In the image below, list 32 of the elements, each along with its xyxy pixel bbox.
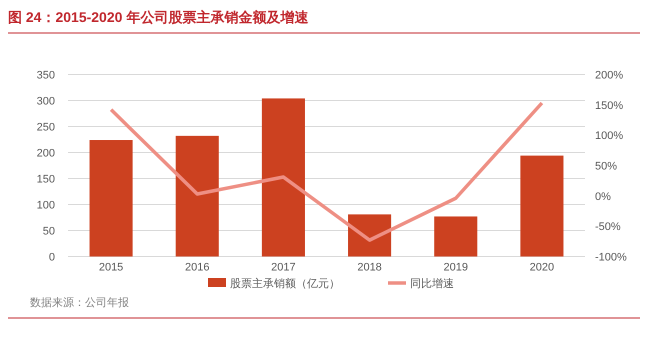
y-tick-label: 0 [48,252,55,264]
y-tick-label: 250 [36,122,55,134]
x-tick-label: 2016 [185,262,210,274]
bar [520,156,564,256]
x-tick-label: 2018 [357,262,382,274]
legend-label: 同比增速 [410,277,454,290]
y-tick-label: 150 [36,174,55,186]
bar [262,98,305,256]
y2-tick-label: 200% [595,70,624,82]
chart-title: 图 24：2015-2020 年公司股票主承销金额及增速 [8,9,310,25]
bar [348,214,392,256]
y2-tick-label: 100% [595,130,624,142]
x-tick-label: 2017 [271,262,296,274]
y-tick-label: 50 [42,226,55,238]
y-tick-label: 350 [36,70,55,82]
x-tick-label: 2020 [530,262,554,274]
bar [176,136,219,256]
source-note: 数据来源：公司年报 [30,296,129,309]
y2-tick-label: -50% [595,221,621,234]
x-tick-label: 2015 [98,262,124,274]
bar [434,216,478,256]
line-series [109,101,544,242]
y-tick-label: 200 [36,148,55,160]
y-tick-label: 300 [36,96,55,108]
bar [90,140,133,256]
x-tick-label: 2019 [444,262,468,274]
y-tick-label: 100 [36,200,55,212]
y2-tick-label: 150% [595,100,624,112]
legend-label: 股票主承销额（亿元） [230,277,340,290]
y2-tick-label: 50% [595,160,618,172]
y2-tick-label: -100% [595,252,628,264]
y2-tick-label: 0% [595,190,612,203]
